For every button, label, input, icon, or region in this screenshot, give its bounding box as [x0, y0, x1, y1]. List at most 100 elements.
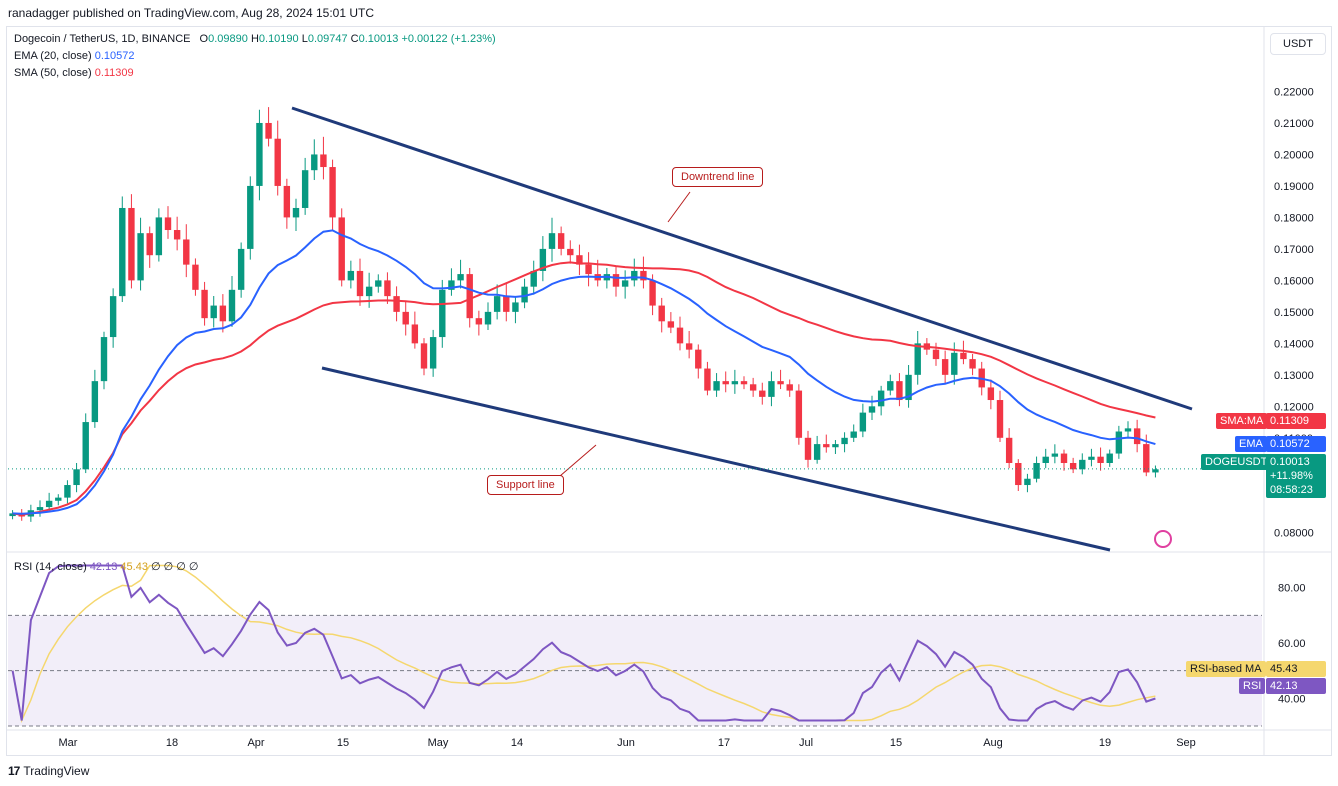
- candle-body: [64, 485, 71, 498]
- rsi-extras: ∅ ∅ ∅ ∅: [151, 561, 199, 573]
- candle-body: [9, 513, 16, 517]
- candle-body: [640, 270, 647, 281]
- low-label: L: [301, 33, 308, 45]
- candle-body: [36, 507, 44, 511]
- candle-body: [621, 280, 629, 287]
- candle-body: [393, 296, 400, 312]
- candle-body: [685, 343, 693, 350]
- price-tick-label: 0.21000: [1274, 118, 1314, 130]
- candle-body: [1088, 456, 1095, 460]
- candle-body: [740, 381, 748, 385]
- price-tick-label: 0.08000: [1274, 527, 1314, 539]
- flash-icon: [1154, 530, 1172, 548]
- candle-body: [384, 280, 391, 297]
- candle-body: [420, 343, 428, 369]
- candle-body: [1143, 444, 1150, 473]
- rsi-ma-value: 45.43: [120, 561, 148, 573]
- candle-body: [164, 217, 172, 231]
- candle-body: [429, 337, 437, 369]
- candle-body: [128, 207, 135, 281]
- candle-body: [877, 390, 885, 407]
- candle-body: [338, 217, 345, 281]
- time-tick-label: 17: [718, 737, 730, 749]
- candle-body: [612, 274, 620, 287]
- rsi-label: RSI (14, close): [14, 561, 87, 573]
- price-tick-label: 0.20000: [1274, 149, 1314, 161]
- candle-body: [768, 381, 775, 397]
- candle-body: [631, 270, 638, 281]
- candle-body: [539, 248, 547, 271]
- candle-body: [1024, 478, 1031, 486]
- candle-body: [192, 264, 199, 290]
- footer-brand: TradingView: [23, 764, 90, 778]
- candle-body: [996, 400, 1004, 438]
- candle-body: [576, 255, 583, 265]
- low-value: 0.09747: [307, 33, 348, 45]
- downtrend-line: [291, 106, 1193, 411]
- candle-body: [759, 390, 766, 397]
- time-tick-label: 15: [337, 737, 349, 749]
- candle-body: [292, 207, 300, 218]
- rsi-line: [11, 564, 1156, 722]
- candle-body: [1079, 459, 1086, 470]
- time-tick-label: Apr: [247, 737, 264, 749]
- candle-body: [987, 387, 995, 401]
- candle-body: [887, 381, 894, 391]
- candle-body: [311, 154, 318, 171]
- change-value: +0.00122 (+1.23%): [401, 33, 496, 45]
- candle-body: [274, 138, 281, 186]
- time-tick-label: 14: [511, 737, 523, 749]
- candle-body: [658, 305, 665, 322]
- candle-body: [557, 233, 565, 249]
- rsi-tick-label: 40.00: [1278, 693, 1306, 705]
- candle-body: [667, 321, 675, 328]
- candle-body: [868, 406, 876, 413]
- candle-body: [503, 296, 510, 312]
- candle-body: [813, 444, 821, 460]
- candle-body: [109, 296, 117, 338]
- candle-body: [439, 289, 446, 338]
- candle-body: [329, 167, 336, 218]
- candle-body: [548, 233, 556, 249]
- candle-body: [512, 302, 519, 312]
- ticker-tag: DOGEUSDT: [1201, 454, 1272, 470]
- candle-body: [1106, 453, 1113, 463]
- publisher-bar: ranadagger published on TradingView.com,…: [0, 0, 1338, 26]
- price-tick-label: 0.18000: [1274, 212, 1314, 224]
- candle-body: [1042, 456, 1049, 463]
- candle-body: [567, 248, 574, 256]
- downtrend-pointer: [667, 191, 691, 223]
- candle-body: [82, 422, 89, 470]
- candle-body: [256, 122, 263, 186]
- candle-body: [228, 289, 236, 322]
- price-tag: 0.10013 +11.98% 08:58:23: [1266, 454, 1326, 498]
- ema-tag-value: 0.10572: [1266, 436, 1326, 452]
- candle-body: [1097, 456, 1104, 463]
- support-annotation[interactable]: Support line: [487, 475, 564, 495]
- time-tick-label: Mar: [59, 737, 78, 749]
- chart-frame: [6, 26, 1332, 756]
- candle-body: [951, 352, 958, 375]
- candle-body: [749, 384, 757, 391]
- candle-body: [265, 122, 272, 139]
- footer: 17 TradingView: [8, 764, 89, 778]
- time-tick-label: 15: [890, 737, 902, 749]
- candle-body: [695, 349, 702, 369]
- candle-body: [375, 280, 382, 287]
- candle-body: [155, 217, 163, 256]
- rsi-tag-name: RSI: [1239, 678, 1266, 694]
- candle-body: [1133, 428, 1141, 445]
- rsi-ma-tag-value: 45.43: [1266, 661, 1326, 677]
- currency-button[interactable]: USDT: [1270, 33, 1326, 55]
- rsi-value: 42.13: [89, 561, 118, 573]
- candle-body: [219, 305, 227, 322]
- publisher-line: ranadagger published on TradingView.com,…: [8, 6, 375, 20]
- candle-body: [146, 233, 153, 256]
- candle-body: [777, 381, 784, 385]
- candle-body: [237, 248, 245, 290]
- candle-body: [1115, 431, 1123, 454]
- sma-tag-value: 0.11309: [1266, 413, 1326, 429]
- candle-body: [173, 230, 181, 240]
- downtrend-annotation[interactable]: Downtrend line: [672, 167, 764, 187]
